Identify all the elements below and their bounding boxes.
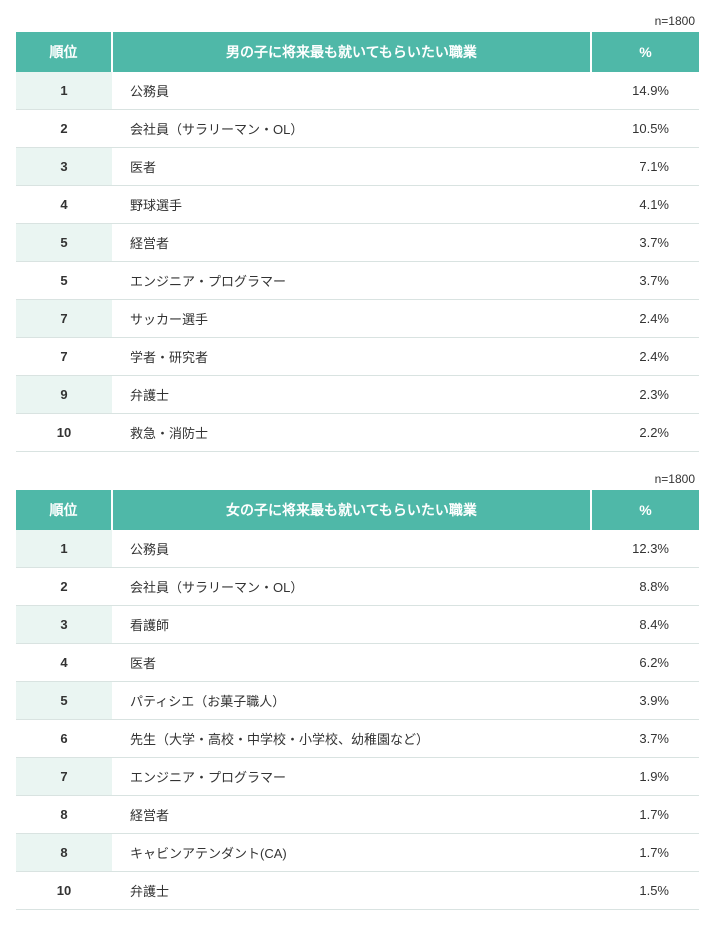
percent-cell: 2.4% — [591, 300, 699, 338]
percent-cell: 3.7% — [591, 720, 699, 758]
ranking-table: 順位女の子に将来最も就いてもらいたい職業%1公務員12.3%2会社員（サラリーマ… — [16, 490, 699, 910]
rank-cell: 8 — [16, 834, 112, 872]
percent-cell: 14.9% — [591, 72, 699, 110]
rank-cell: 1 — [16, 530, 112, 568]
percent-cell: 2.2% — [591, 414, 699, 452]
sample-size-note: n=1800 — [16, 14, 699, 32]
percent-cell: 2.4% — [591, 338, 699, 376]
job-cell: 会社員（サラリーマン・OL） — [112, 110, 591, 148]
col-header-title: 女の子に将来最も就いてもらいたい職業 — [112, 490, 591, 530]
rank-cell: 10 — [16, 872, 112, 910]
percent-cell: 7.1% — [591, 148, 699, 186]
percent-cell: 6.2% — [591, 644, 699, 682]
rank-cell: 9 — [16, 376, 112, 414]
percent-cell: 2.3% — [591, 376, 699, 414]
percent-cell: 8.8% — [591, 568, 699, 606]
ranking-table: 順位男の子に将来最も就いてもらいたい職業%1公務員14.9%2会社員（サラリーマ… — [16, 32, 699, 452]
rank-cell: 10 — [16, 414, 112, 452]
ranking-table-block: n=1800順位女の子に将来最も就いてもらいたい職業%1公務員12.3%2会社員… — [16, 472, 699, 910]
percent-cell: 3.7% — [591, 262, 699, 300]
col-header-percent: % — [591, 490, 699, 530]
rank-cell: 7 — [16, 758, 112, 796]
table-row: 8キャビンアテンダント(CA)1.7% — [16, 834, 699, 872]
sample-size-note: n=1800 — [16, 472, 699, 490]
table-row: 5エンジニア・プログラマー3.7% — [16, 262, 699, 300]
percent-cell: 1.7% — [591, 834, 699, 872]
table-row: 8経営者1.7% — [16, 796, 699, 834]
table-row: 2会社員（サラリーマン・OL）8.8% — [16, 568, 699, 606]
job-cell: パティシエ（お菓子職人） — [112, 682, 591, 720]
percent-cell: 3.7% — [591, 224, 699, 262]
percent-cell: 10.5% — [591, 110, 699, 148]
rank-cell: 5 — [16, 682, 112, 720]
rank-cell: 1 — [16, 72, 112, 110]
percent-cell: 1.9% — [591, 758, 699, 796]
table-row: 10救急・消防士2.2% — [16, 414, 699, 452]
table-row: 1公務員14.9% — [16, 72, 699, 110]
rank-cell: 3 — [16, 148, 112, 186]
table-row: 5パティシエ（お菓子職人）3.9% — [16, 682, 699, 720]
job-cell: サッカー選手 — [112, 300, 591, 338]
rank-cell: 5 — [16, 224, 112, 262]
job-cell: エンジニア・プログラマー — [112, 262, 591, 300]
table-row: 4野球選手4.1% — [16, 186, 699, 224]
job-cell: 野球選手 — [112, 186, 591, 224]
table-row: 10弁護士1.5% — [16, 872, 699, 910]
rank-cell: 7 — [16, 338, 112, 376]
percent-cell: 4.1% — [591, 186, 699, 224]
table-row: 9弁護士2.3% — [16, 376, 699, 414]
col-header-rank: 順位 — [16, 490, 112, 530]
table-row: 3医者7.1% — [16, 148, 699, 186]
job-cell: 救急・消防士 — [112, 414, 591, 452]
col-header-percent: % — [591, 32, 699, 72]
job-cell: 経営者 — [112, 224, 591, 262]
table-row: 2会社員（サラリーマン・OL）10.5% — [16, 110, 699, 148]
rank-cell: 6 — [16, 720, 112, 758]
percent-cell: 1.7% — [591, 796, 699, 834]
job-cell: 弁護士 — [112, 376, 591, 414]
table-row: 7サッカー選手2.4% — [16, 300, 699, 338]
job-cell: 公務員 — [112, 72, 591, 110]
rank-cell: 2 — [16, 568, 112, 606]
table-row: 5経営者3.7% — [16, 224, 699, 262]
percent-cell: 12.3% — [591, 530, 699, 568]
table-row: 7学者・研究者2.4% — [16, 338, 699, 376]
job-cell: 医者 — [112, 148, 591, 186]
col-header-rank: 順位 — [16, 32, 112, 72]
table-row: 1公務員12.3% — [16, 530, 699, 568]
job-cell: 公務員 — [112, 530, 591, 568]
table-row: 3看護師8.4% — [16, 606, 699, 644]
rank-cell: 7 — [16, 300, 112, 338]
rank-cell: 5 — [16, 262, 112, 300]
percent-cell: 1.5% — [591, 872, 699, 910]
rank-cell: 4 — [16, 186, 112, 224]
job-cell: 先生（大学・高校・中学校・小学校、幼稚園など） — [112, 720, 591, 758]
job-cell: エンジニア・プログラマー — [112, 758, 591, 796]
job-cell: 弁護士 — [112, 872, 591, 910]
job-cell: 会社員（サラリーマン・OL） — [112, 568, 591, 606]
job-cell: キャビンアテンダント(CA) — [112, 834, 591, 872]
table-row: 6先生（大学・高校・中学校・小学校、幼稚園など）3.7% — [16, 720, 699, 758]
percent-cell: 8.4% — [591, 606, 699, 644]
table-row: 7エンジニア・プログラマー1.9% — [16, 758, 699, 796]
rank-cell: 2 — [16, 110, 112, 148]
rank-cell: 8 — [16, 796, 112, 834]
job-cell: 看護師 — [112, 606, 591, 644]
job-cell: 医者 — [112, 644, 591, 682]
table-row: 4医者6.2% — [16, 644, 699, 682]
rank-cell: 4 — [16, 644, 112, 682]
ranking-table-block: n=1800順位男の子に将来最も就いてもらいたい職業%1公務員14.9%2会社員… — [16, 14, 699, 452]
col-header-title: 男の子に将来最も就いてもらいたい職業 — [112, 32, 591, 72]
job-cell: 経営者 — [112, 796, 591, 834]
rank-cell: 3 — [16, 606, 112, 644]
job-cell: 学者・研究者 — [112, 338, 591, 376]
percent-cell: 3.9% — [591, 682, 699, 720]
